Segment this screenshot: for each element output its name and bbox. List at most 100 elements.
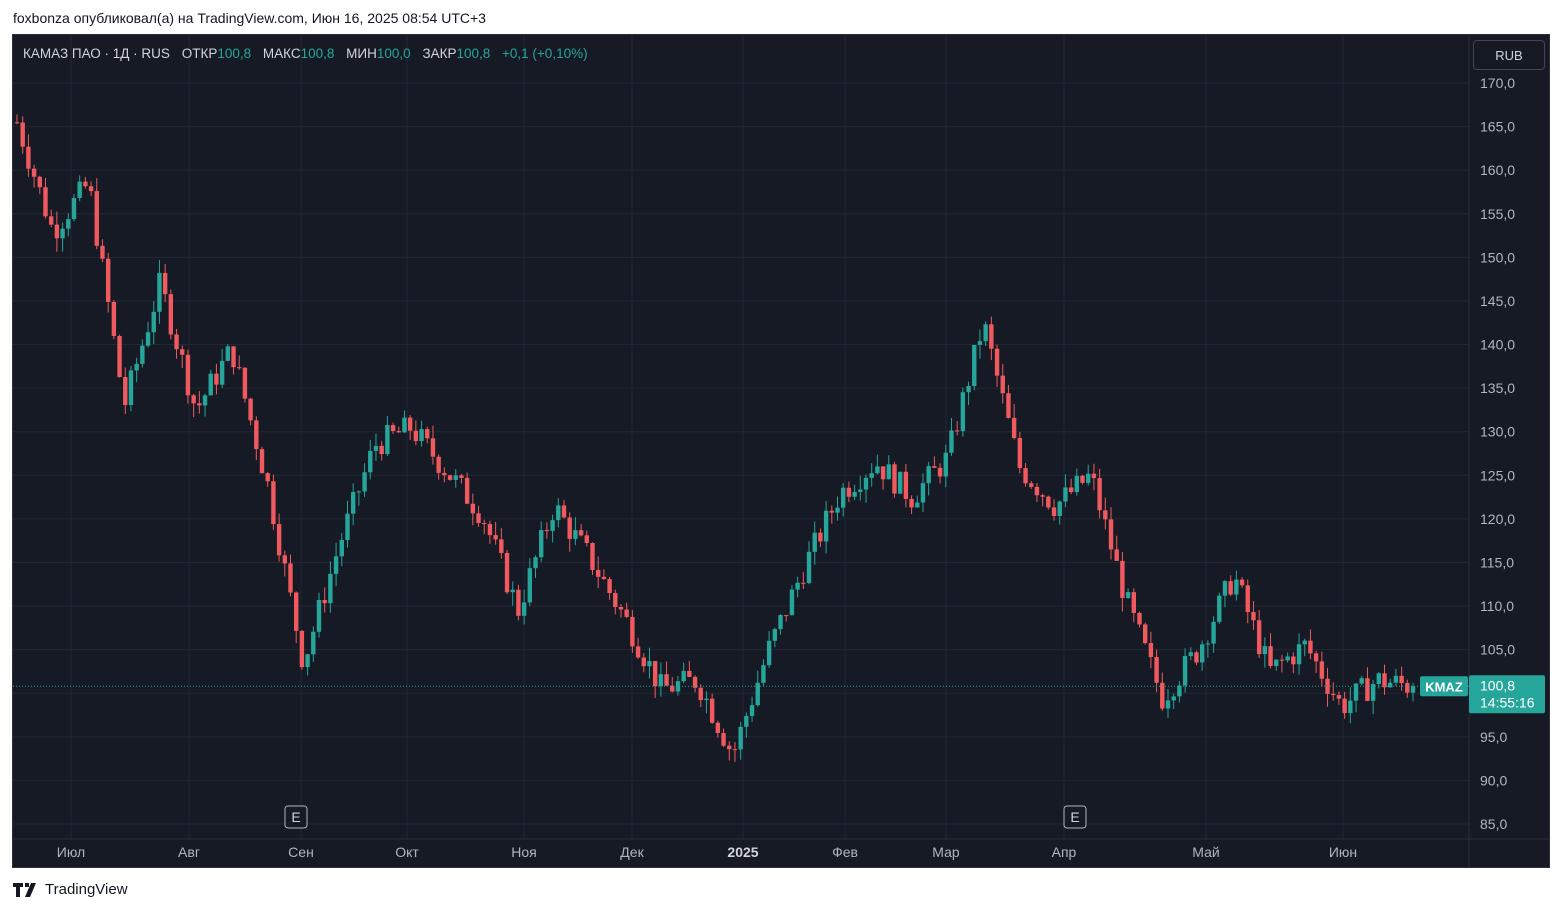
time-tick-label: Сен [288,844,314,860]
candle-body [208,373,213,396]
low-value: 100,0 [376,46,411,61]
close-label: ЗАКР [422,46,457,61]
candle-body [709,698,715,723]
candle-body [71,198,77,220]
candle-body [1120,560,1125,599]
candle-body [1023,468,1028,484]
tradingview-logo-icon [13,882,36,897]
candle-body [1308,640,1313,654]
time-tick-label: Фев [832,844,858,860]
last-price-value: 100,8 [1480,677,1515,693]
candle-body [539,530,544,558]
candle-body [1205,643,1211,645]
candle-body [994,348,1000,376]
candle-body [134,363,139,371]
price-tick-label: 90,0 [1480,772,1507,788]
price-tick-label: 130,0 [1480,424,1515,440]
time-tick-label: Июл [57,844,85,860]
candle-body [185,354,191,396]
candle-body [1154,657,1159,683]
candle-body [521,602,527,616]
candle-body [858,489,863,492]
publisher-line: foxbonza опубликовал(а) на TradingView.c… [13,10,486,26]
candle-body [926,466,931,484]
candle-body [880,466,886,480]
candle-body [493,535,498,540]
low-label: МИН [346,46,377,61]
last-price-badge [1469,675,1545,714]
candle-body [1068,487,1074,493]
candle-body [1108,519,1114,550]
candle-body [385,425,390,455]
candle-body [1103,510,1108,520]
candle-body [464,477,470,504]
candle-body [835,507,840,513]
candle-body [1211,621,1216,644]
candle-body [430,438,436,457]
candle-body [892,464,897,494]
candle-body [265,473,270,482]
earnings-marker [1063,805,1087,829]
candle-body [168,294,174,335]
candle-body [1199,644,1205,663]
candle-body [202,395,208,406]
candle-body [687,670,692,677]
candle-body [778,615,783,630]
candle-body [863,477,869,490]
high-value: 100,8 [300,46,335,61]
candle-body [1051,507,1057,516]
candle-body [818,532,823,542]
candle-body [806,551,812,584]
chart-frame[interactable]: 85,0 90,0 95,0 100,0 105,0 110,0 115,0 120,0 125… [12,34,1550,868]
candle-body [784,615,789,617]
candle-body [738,726,743,750]
candle-body [362,472,367,492]
candle-body [573,530,578,539]
candlestick-chart[interactable]: 85,0 90,0 95,0 100,0 105,0 110,0 115,0 120,0 125… [13,35,1550,868]
time-tick-label: Апр [1052,844,1077,860]
candle-body [100,245,105,259]
candle-body [123,376,128,406]
candle-body [789,589,795,616]
candle-body [453,475,458,480]
candle-body [1011,417,1017,439]
candle-body [1086,473,1091,483]
candle-body [1228,581,1233,595]
candle-body [14,122,20,124]
candle-body [373,445,379,451]
symbol-label[interactable]: КАМАЗ ПАО · 1Д · RUS [23,46,170,61]
candle-body [647,661,652,667]
candle-body [1359,678,1364,684]
candle-body [1342,698,1347,714]
candle-body [915,502,920,508]
candle-body [225,346,231,361]
candle-body [197,403,202,406]
candle-body [812,532,817,552]
candle-body [1285,656,1290,661]
candle-body [1279,659,1285,661]
candle-body [1399,675,1404,684]
candle-body [1291,656,1296,665]
candle-body [578,530,584,536]
candle-body [949,430,954,453]
price-tick-label: 155,0 [1480,206,1515,222]
candle-body [1256,620,1262,655]
candle-body [1353,683,1359,701]
candle-body [698,687,703,701]
candle-body [977,341,983,345]
currency-button[interactable]: RUB [1473,40,1545,70]
candle-body [1331,693,1336,696]
candle-body [54,224,60,239]
candle-body [1251,612,1256,621]
candle-body [1296,644,1302,665]
candle-body [989,324,994,349]
candle-body [618,607,624,610]
candle-body [1131,592,1136,613]
candle-body [852,491,857,497]
tradingview-logo[interactable]: TradingView [13,881,128,898]
candle-body [1188,652,1193,657]
candle-body [413,430,419,442]
candle-body [727,745,732,750]
price-tick-label: 145,0 [1480,293,1515,309]
candle-body [282,555,288,564]
